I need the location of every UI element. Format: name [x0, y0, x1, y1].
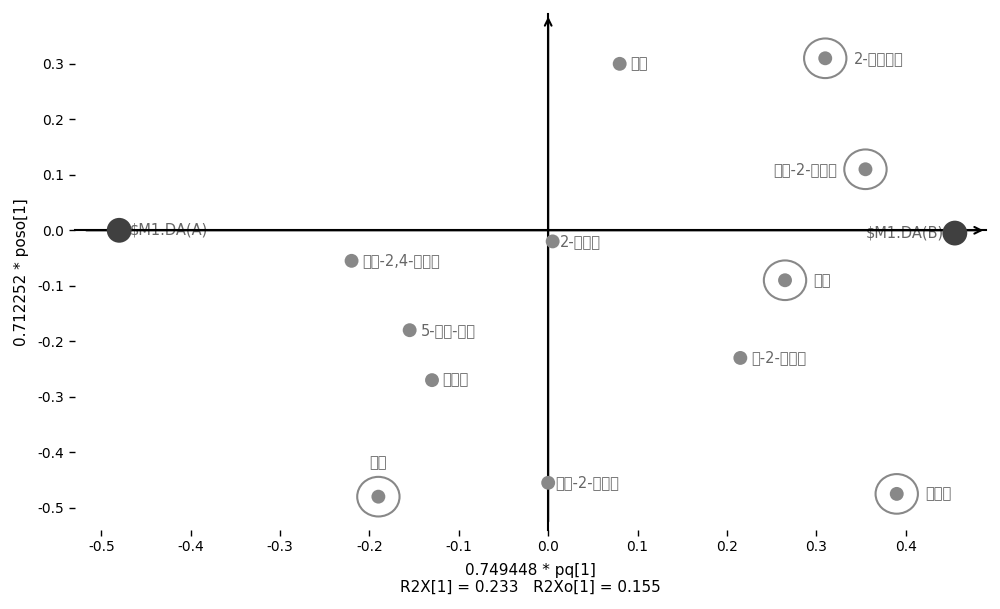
Point [732, 353, 748, 363]
Point [540, 478, 556, 488]
Text: 王醉: 王醉 [370, 455, 387, 470]
Point [857, 164, 873, 174]
Text: 2-庚烯醉: 2-庚烯醉 [560, 234, 601, 249]
Point [370, 492, 386, 502]
Point [545, 236, 561, 246]
Point [424, 375, 440, 385]
Text: 反-2-辛烯醉: 反-2-辛烯醉 [751, 350, 806, 365]
Point [889, 489, 905, 499]
Point [817, 54, 833, 63]
Text: 正辛醉: 正辛醉 [925, 487, 951, 501]
Point [402, 325, 418, 335]
Text: 己醉: 己醉 [813, 273, 831, 287]
X-axis label: 0.749448 * pq[1]
R2X[1] = 0.233   R2Xo[1] = 0.155: 0.749448 * pq[1] R2X[1] = 0.233 R2Xo[1] … [400, 563, 661, 595]
Text: 2-十一烯醉: 2-十一烯醉 [854, 51, 903, 66]
Text: 庚醉: 庚醉 [630, 56, 648, 71]
Text: 反式-2-癸烯醉: 反式-2-癸烯醉 [773, 162, 837, 177]
Y-axis label: 0.712252 * poso[1]: 0.712252 * poso[1] [14, 198, 29, 346]
Point [111, 225, 127, 235]
Text: $M1.DA(B): $M1.DA(B) [866, 225, 944, 241]
Point [947, 228, 963, 238]
Point [344, 256, 360, 266]
Text: $M1.DA(A): $M1.DA(A) [130, 223, 208, 238]
Point [777, 275, 793, 285]
Text: 5-甲基-己醉: 5-甲基-己醉 [420, 323, 475, 338]
Point [612, 59, 628, 69]
Text: 反式-2-壬烯醉: 反式-2-壬烯醉 [555, 475, 619, 490]
Text: 苯甲醉: 苯甲醉 [443, 373, 469, 388]
Text: 反式-2,4-癸二烯: 反式-2,4-癸二烯 [362, 253, 440, 269]
